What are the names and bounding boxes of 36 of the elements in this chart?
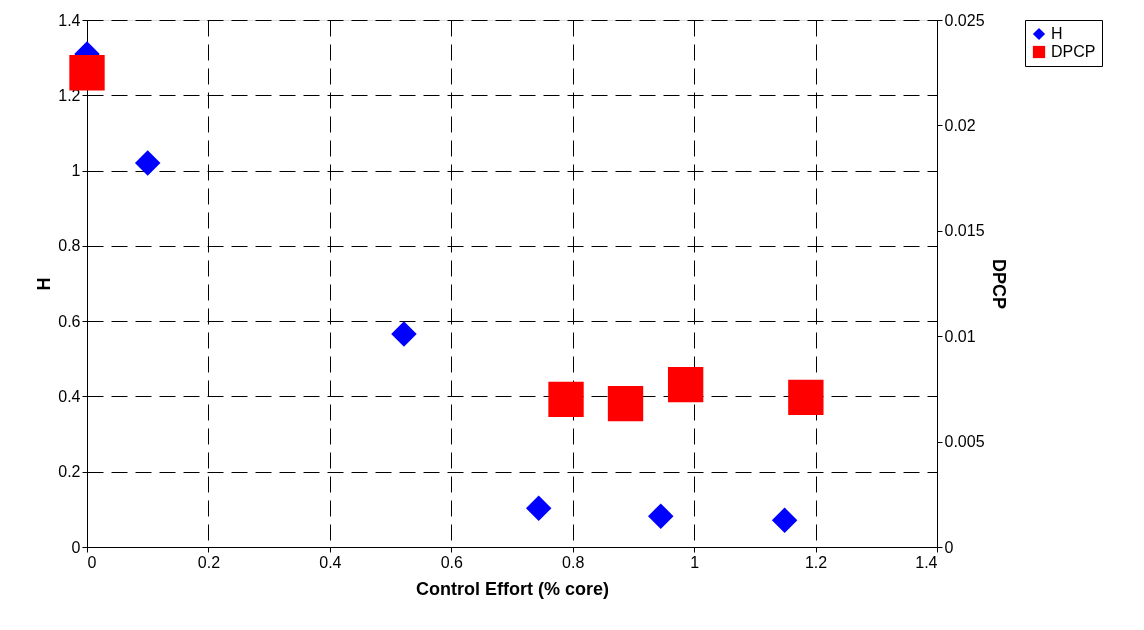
- point: [667, 367, 704, 403]
- point: [391, 321, 417, 347]
- x-tick-label: 0.4: [319, 553, 342, 571]
- x-tick-label: 0.8: [562, 553, 585, 571]
- x-tick-label: 0: [87, 553, 97, 571]
- y-tick-label: 0.4: [58, 387, 81, 405]
- point: [548, 381, 584, 418]
- y2-tick-label: 0.015: [944, 222, 985, 240]
- x-tick-label: 1.2: [804, 553, 828, 571]
- x-tick-label: 1.4: [915, 553, 938, 571]
- legend-label: DPCP: [1051, 43, 1096, 60]
- x-tick-label: 0.6: [440, 553, 463, 571]
- y-tick-label: 0.8: [58, 237, 81, 255]
- point: [607, 385, 644, 422]
- point: [525, 495, 552, 521]
- point: [69, 55, 105, 91]
- x-axis-title: Control Effort (% core): [416, 578, 609, 599]
- point: [771, 507, 798, 534]
- legend-label: H: [1051, 25, 1063, 42]
- y-axis-title: H: [34, 277, 55, 291]
- y2-axis-title: DPCP: [988, 258, 1009, 310]
- y-tick-label: 0.6: [58, 312, 81, 330]
- point: [134, 150, 161, 176]
- y2-tick-label: 0.025: [944, 11, 985, 29]
- point: [648, 503, 674, 529]
- y-tick-label: 0.2: [58, 463, 81, 481]
- y-tick-label: 1: [71, 162, 81, 180]
- y-tick-label: 1.4: [58, 11, 81, 29]
- y2-tick-label: 0.02: [944, 116, 976, 134]
- x-tick-label: 1: [690, 553, 700, 571]
- y-tick-label: 0: [71, 538, 81, 556]
- point: [788, 379, 824, 416]
- y2-tick-label: 0: [944, 538, 954, 556]
- x-tick-label: 0.2: [197, 553, 221, 571]
- y2-tick-label: 0.005: [944, 433, 985, 451]
- y2-tick-label: 0.01: [944, 327, 976, 345]
